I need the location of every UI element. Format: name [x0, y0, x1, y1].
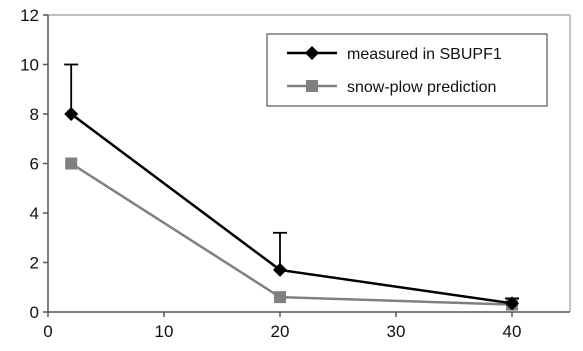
- legend-box: [266, 33, 548, 107]
- data-point: [64, 107, 79, 121]
- series-0: [64, 63, 519, 311]
- data-point: [273, 262, 287, 277]
- data-point: [65, 157, 78, 170]
- x-tick-label: 10: [155, 322, 174, 341]
- series-line: [70, 112, 513, 305]
- y-tick-label: 6: [30, 155, 39, 174]
- x-tick-label: 40: [503, 322, 522, 341]
- y-tick-label: 0: [30, 303, 39, 322]
- data-point: [274, 291, 286, 304]
- legend-label: measured in SBUPF1: [347, 46, 502, 63]
- x-tick-label: 30: [387, 322, 406, 341]
- x-tick-label: 20: [271, 322, 290, 341]
- data-point: [505, 296, 519, 311]
- legend-swatch-marker: [306, 80, 318, 92]
- y-tick-label: 8: [30, 105, 39, 124]
- y-tick-label: 2: [30, 254, 39, 273]
- y-tick-label: 10: [20, 56, 39, 75]
- legend-swatch-marker: [305, 46, 319, 60]
- y-tick-label: 12: [20, 6, 39, 25]
- series-1: [65, 157, 518, 311]
- x-tick-label: 0: [43, 322, 52, 341]
- series-line: [70, 162, 513, 306]
- legend-label: snow-plow prediction: [347, 79, 496, 96]
- y-tick-label: 4: [30, 204, 39, 223]
